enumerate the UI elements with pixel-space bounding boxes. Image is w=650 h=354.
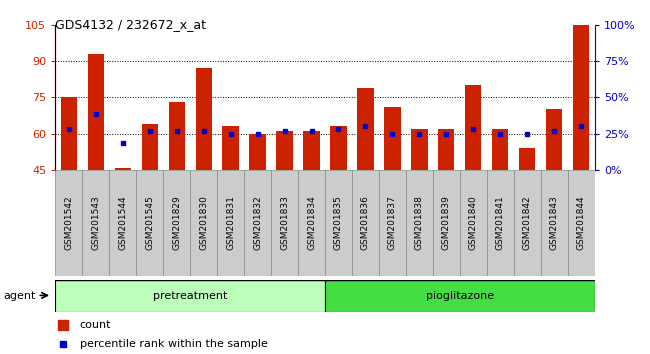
Bar	[168, 102, 185, 170]
Bar	[136, 170, 163, 276]
Bar	[325, 280, 595, 312]
Text: GSM201844: GSM201844	[577, 196, 586, 250]
Text: GSM201840: GSM201840	[469, 196, 478, 250]
Bar	[60, 97, 77, 170]
Bar	[114, 167, 131, 170]
Bar	[190, 170, 217, 276]
Bar	[304, 131, 320, 170]
Text: pioglitazone: pioglitazone	[426, 291, 494, 301]
Text: GSM201834: GSM201834	[307, 196, 316, 250]
Bar	[541, 170, 568, 276]
Bar	[573, 25, 590, 170]
Bar	[217, 170, 244, 276]
Bar	[487, 170, 514, 276]
Bar	[438, 129, 454, 170]
Text: GSM201838: GSM201838	[415, 195, 424, 251]
Bar	[276, 131, 292, 170]
Text: GSM201843: GSM201843	[550, 196, 559, 250]
Bar	[514, 170, 541, 276]
Bar	[271, 170, 298, 276]
Bar	[244, 170, 271, 276]
Text: percentile rank within the sample: percentile rank within the sample	[79, 339, 267, 349]
Bar	[55, 280, 325, 312]
Bar	[384, 107, 400, 170]
Text: GSM201543: GSM201543	[91, 196, 100, 250]
Text: GSM201544: GSM201544	[118, 196, 127, 250]
Text: GSM201832: GSM201832	[253, 196, 262, 250]
Text: GSM201829: GSM201829	[172, 196, 181, 250]
Text: GSM201836: GSM201836	[361, 195, 370, 251]
Bar	[546, 109, 562, 170]
Bar	[379, 170, 406, 276]
Text: GSM201831: GSM201831	[226, 195, 235, 251]
Text: GSM201833: GSM201833	[280, 195, 289, 251]
Bar	[196, 68, 212, 170]
Bar	[465, 85, 482, 170]
Text: GSM201839: GSM201839	[442, 195, 451, 251]
Text: pretreatment: pretreatment	[153, 291, 228, 301]
Bar	[492, 129, 508, 170]
Bar	[460, 170, 487, 276]
Bar	[222, 126, 239, 170]
Text: GSM201545: GSM201545	[145, 196, 154, 250]
Text: GSM201842: GSM201842	[523, 196, 532, 250]
Text: GSM201830: GSM201830	[199, 195, 208, 251]
Bar	[298, 170, 325, 276]
Bar	[358, 88, 374, 170]
Text: GDS4132 / 232672_x_at: GDS4132 / 232672_x_at	[55, 18, 206, 31]
Bar	[411, 129, 428, 170]
Bar	[433, 170, 460, 276]
Text: count: count	[79, 320, 111, 330]
Bar	[250, 133, 266, 170]
Text: GSM201835: GSM201835	[334, 195, 343, 251]
Bar	[519, 148, 536, 170]
Bar	[55, 170, 83, 276]
Bar	[568, 170, 595, 276]
Bar	[82, 170, 109, 276]
Bar	[330, 126, 346, 170]
Text: GSM201542: GSM201542	[64, 196, 73, 250]
Text: GSM201837: GSM201837	[388, 195, 397, 251]
Bar	[142, 124, 158, 170]
Text: GSM201841: GSM201841	[496, 196, 505, 250]
Bar	[109, 170, 136, 276]
Bar	[352, 170, 379, 276]
Bar	[163, 170, 190, 276]
Bar	[325, 170, 352, 276]
Bar	[406, 170, 433, 276]
Text: agent: agent	[3, 291, 36, 301]
Bar	[88, 54, 104, 170]
